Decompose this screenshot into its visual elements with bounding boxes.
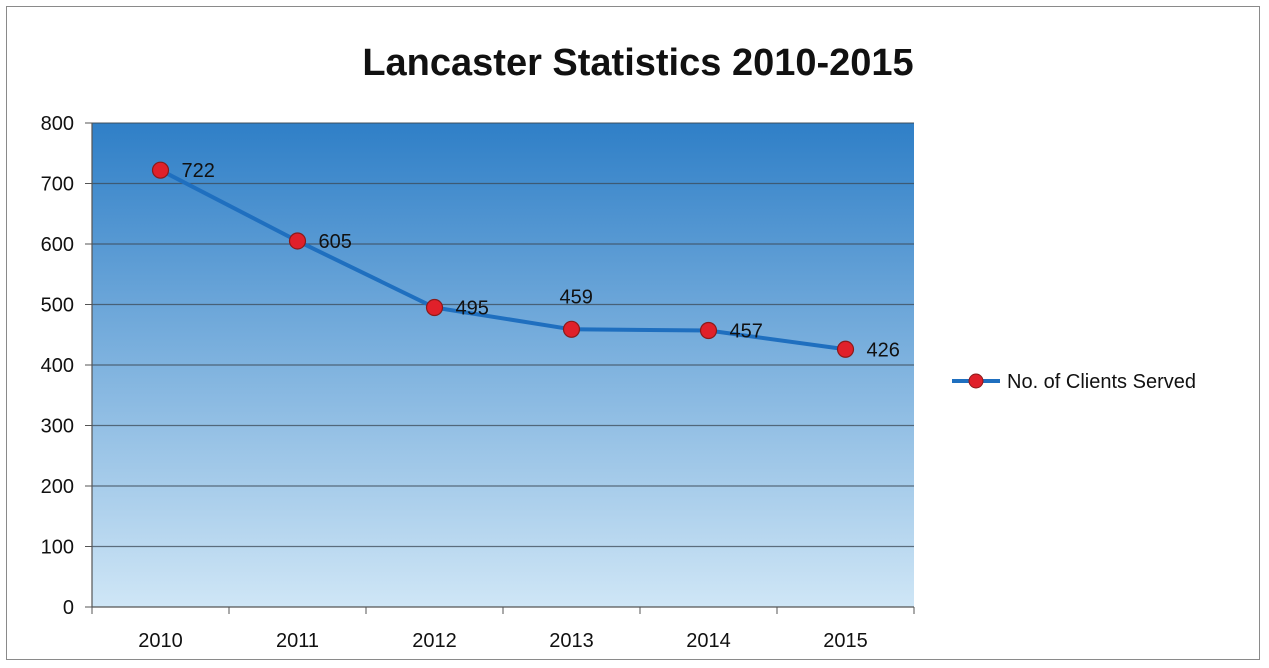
x-tick-label: 2015: [823, 630, 868, 652]
data-label: 722: [182, 160, 215, 182]
legend: No. of Clients Served: [952, 371, 1196, 393]
line-chart: Lancaster Statistics 2010-2015 0 100 200 30…: [41, 42, 1196, 652]
data-label: 605: [319, 231, 352, 253]
x-tick-label: 2014: [686, 630, 731, 652]
chart-title: Lancaster Statistics 2010-2015: [362, 42, 913, 84]
x-tick-label: 2013: [549, 630, 594, 652]
data-label: 459: [560, 286, 593, 308]
legend-label: No. of Clients Served: [1007, 371, 1196, 393]
data-labels: 722 605 495 459 457 426: [182, 160, 900, 361]
data-point: [425, 298, 444, 317]
y-tick-label: 400: [41, 355, 74, 377]
data-point: [151, 161, 170, 179]
legend-marker-swatch: [968, 373, 984, 389]
data-point: [562, 320, 581, 338]
chart-frame: Lancaster Statistics 2010-2015 0 100 200 30…: [6, 6, 1260, 660]
y-tick-label: 200: [41, 476, 74, 498]
gridlines: [92, 122, 914, 548]
y-tick-label: 300: [41, 416, 74, 438]
x-tick-label: 2011: [276, 630, 319, 652]
data-label: 495: [456, 298, 489, 320]
data-label: 426: [867, 339, 900, 361]
data-label: 457: [730, 321, 763, 343]
series-layer: [151, 161, 855, 358]
y-tick-label: 100: [41, 537, 74, 559]
y-tick-label: 0: [63, 597, 74, 619]
y-tick-label: 500: [41, 295, 74, 317]
axes: 0 100 200 300 400 500 600 700 800 2010 2011 2012 201…: [41, 113, 915, 652]
y-tick-label: 700: [41, 174, 74, 196]
y-tick-label: 800: [41, 113, 74, 135]
data-point: [288, 232, 307, 250]
x-tick-label: 2012: [412, 630, 457, 652]
data-point: [836, 340, 855, 358]
x-tick-label: 2010: [138, 630, 183, 652]
series-line: [159, 168, 846, 352]
y-tick-label: 600: [41, 234, 74, 256]
data-point: [699, 321, 718, 340]
